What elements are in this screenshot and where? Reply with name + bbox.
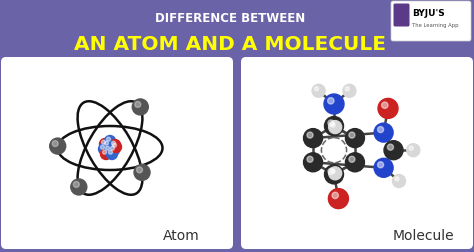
Circle shape bbox=[107, 148, 118, 160]
Circle shape bbox=[328, 168, 334, 174]
Circle shape bbox=[349, 132, 355, 138]
Circle shape bbox=[345, 87, 349, 91]
Circle shape bbox=[99, 143, 109, 154]
Text: DIFFERENCE BETWEEN: DIFFERENCE BETWEEN bbox=[155, 12, 305, 24]
Circle shape bbox=[325, 116, 344, 136]
Text: Molecule: Molecule bbox=[392, 229, 454, 243]
Circle shape bbox=[50, 138, 66, 154]
FancyBboxPatch shape bbox=[393, 4, 410, 26]
Circle shape bbox=[374, 158, 393, 177]
Circle shape bbox=[102, 140, 113, 150]
Circle shape bbox=[132, 99, 148, 115]
Circle shape bbox=[137, 167, 143, 173]
Circle shape bbox=[100, 139, 110, 149]
Circle shape bbox=[377, 162, 383, 168]
Circle shape bbox=[395, 177, 399, 181]
Circle shape bbox=[106, 146, 109, 150]
Circle shape bbox=[331, 169, 335, 173]
Circle shape bbox=[332, 192, 338, 199]
Circle shape bbox=[110, 142, 121, 152]
Circle shape bbox=[71, 179, 87, 195]
Circle shape bbox=[314, 87, 319, 91]
Circle shape bbox=[328, 98, 334, 104]
Text: The Learning App: The Learning App bbox=[412, 22, 458, 27]
Circle shape bbox=[134, 164, 150, 180]
Circle shape bbox=[382, 102, 388, 108]
Circle shape bbox=[392, 174, 406, 187]
Circle shape bbox=[387, 144, 393, 150]
Circle shape bbox=[112, 143, 117, 147]
Circle shape bbox=[73, 181, 79, 187]
Circle shape bbox=[303, 129, 322, 148]
Circle shape bbox=[407, 144, 420, 157]
Circle shape bbox=[103, 144, 115, 155]
Circle shape bbox=[346, 153, 365, 172]
Circle shape bbox=[109, 144, 119, 155]
Circle shape bbox=[325, 165, 344, 184]
Circle shape bbox=[109, 150, 112, 154]
Circle shape bbox=[100, 148, 111, 160]
FancyBboxPatch shape bbox=[241, 57, 473, 249]
Text: Atom: Atom bbox=[163, 229, 200, 243]
Circle shape bbox=[135, 101, 141, 107]
Circle shape bbox=[100, 145, 104, 149]
Circle shape bbox=[378, 98, 398, 118]
Text: AN ATOM AND A MOLECULE: AN ATOM AND A MOLECULE bbox=[74, 35, 386, 53]
Circle shape bbox=[331, 123, 335, 127]
Circle shape bbox=[111, 141, 116, 145]
Circle shape bbox=[307, 132, 313, 138]
Circle shape bbox=[328, 167, 342, 180]
Circle shape bbox=[409, 146, 413, 150]
Circle shape bbox=[312, 84, 325, 97]
Circle shape bbox=[324, 94, 344, 114]
Circle shape bbox=[377, 127, 383, 133]
Circle shape bbox=[303, 153, 322, 172]
Circle shape bbox=[110, 146, 115, 150]
Circle shape bbox=[328, 188, 348, 209]
Circle shape bbox=[328, 120, 334, 126]
Circle shape bbox=[343, 84, 356, 97]
FancyBboxPatch shape bbox=[1, 57, 233, 249]
Circle shape bbox=[307, 156, 313, 162]
Circle shape bbox=[109, 140, 120, 150]
Circle shape bbox=[101, 140, 106, 144]
Circle shape bbox=[346, 129, 365, 148]
Circle shape bbox=[52, 141, 58, 147]
FancyBboxPatch shape bbox=[391, 1, 471, 41]
Circle shape bbox=[107, 137, 110, 141]
Circle shape bbox=[104, 136, 116, 146]
Circle shape bbox=[384, 141, 403, 160]
Circle shape bbox=[102, 150, 107, 154]
Circle shape bbox=[328, 121, 342, 134]
Text: BYJU'S: BYJU'S bbox=[412, 9, 445, 17]
Circle shape bbox=[374, 123, 393, 142]
Circle shape bbox=[104, 141, 109, 145]
Circle shape bbox=[349, 156, 355, 162]
